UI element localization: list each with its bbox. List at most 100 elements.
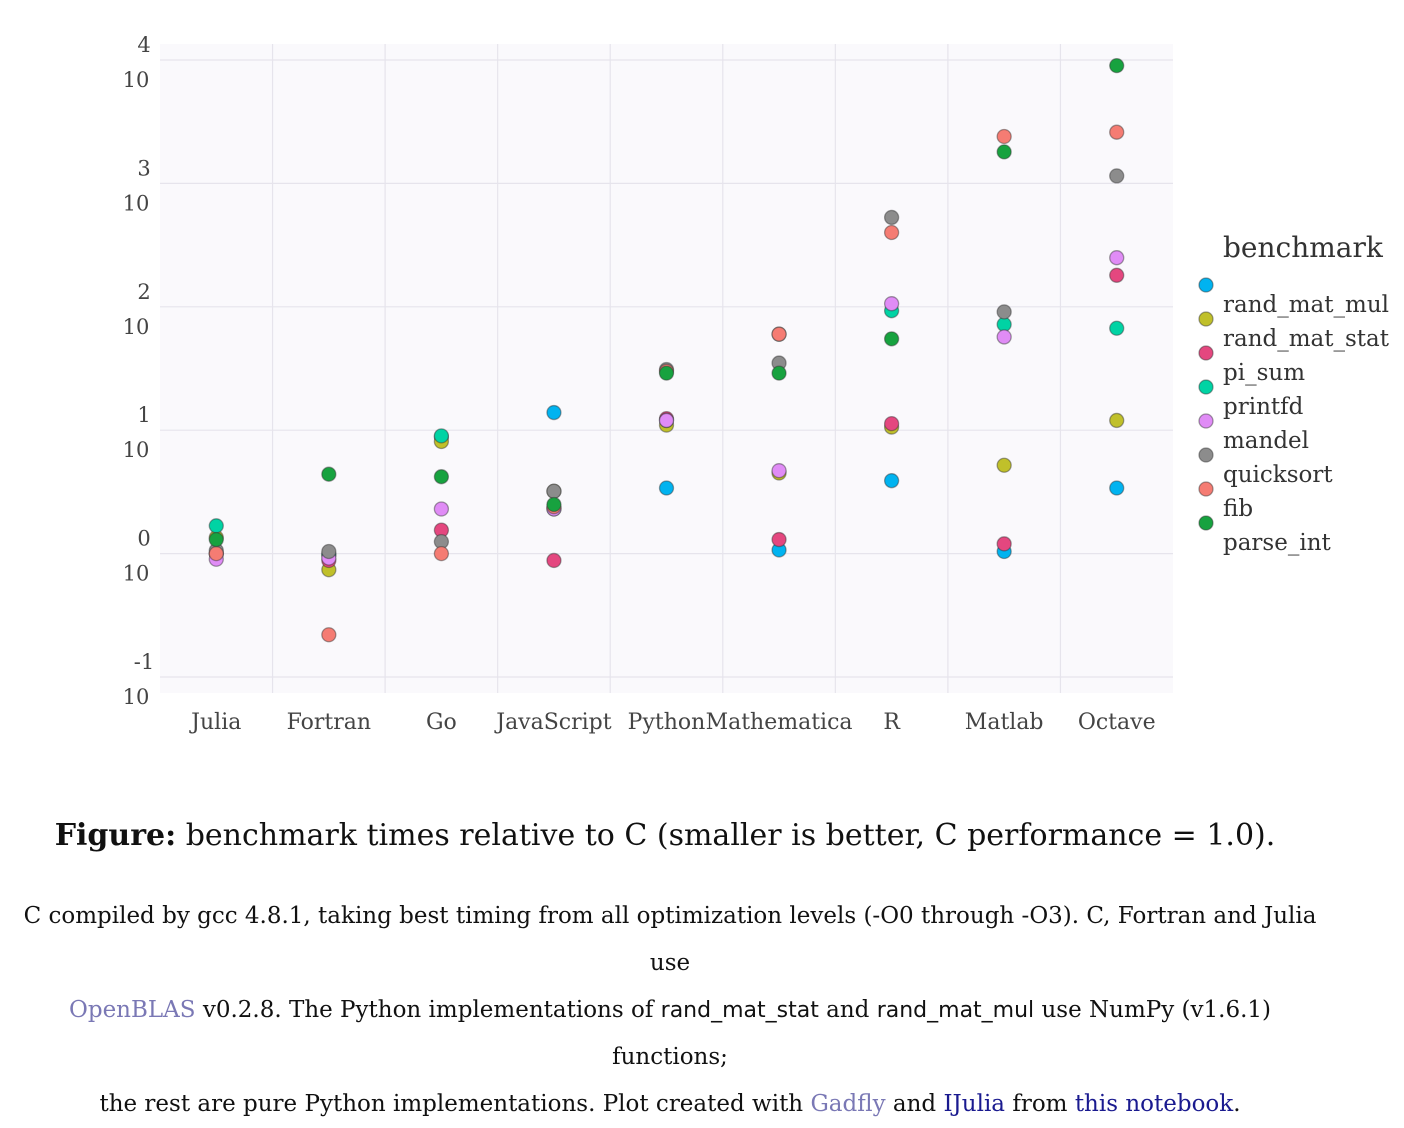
data-point — [208, 545, 224, 562]
y-tick-label: 10 — [123, 438, 150, 462]
y-tick-exponent: 3 — [137, 156, 150, 180]
notes-line3-b: and — [885, 1091, 944, 1117]
x-tick-label: JavaScript — [494, 710, 612, 735]
legend-label: parse_int — [1223, 530, 1332, 556]
y-tick-exponent: 0 — [137, 527, 150, 551]
notes-line-2: OpenBLAS v0.2.8. The Python implementati… — [20, 987, 1320, 1081]
legend-swatch — [1198, 481, 1214, 497]
legend-label: fib — [1223, 496, 1253, 522]
notes-line3-c: from — [1005, 1091, 1075, 1117]
code-rand-mat-stat: rand_mat_stat — [660, 998, 819, 1023]
legend-swatch — [1198, 345, 1214, 361]
x-axis: Julia Fortran Go JavaScript Python Mathematic… — [189, 710, 1155, 735]
data-point — [1109, 168, 1125, 184]
data-point — [433, 545, 450, 562]
data-point — [1109, 480, 1125, 496]
gadfly-link[interactable]: Gadfly — [810, 1091, 886, 1117]
data-point — [771, 531, 787, 548]
x-tick-label: Mathematica — [706, 710, 853, 735]
y-tick-label: 10 — [123, 685, 150, 709]
y-tick-exponent: -1 — [134, 650, 154, 674]
legend-label: pi_sum — [1223, 360, 1305, 386]
legend: benchmark rand_mat_mul rand_mat_stat pi_sum… — [1198, 231, 1390, 556]
caption-text: benchmark times relative to C (smaller i… — [176, 818, 1276, 853]
legend-title: benchmark — [1223, 231, 1384, 264]
notes-line2-a: v0.2.8. The Python implementations of — [195, 997, 661, 1023]
data-points — [208, 57, 1125, 643]
notes-line-3: the rest are pure Python implementations… — [20, 1081, 1320, 1128]
legend-swatch — [1198, 311, 1214, 327]
y-tick-exponent: 1 — [137, 403, 150, 427]
notes-line3-a: the rest are pure Python implementations… — [99, 1091, 811, 1117]
data-point — [883, 296, 900, 312]
notes-line1-text: C compiled by gcc 4.8.1, taking best tim… — [23, 903, 1317, 976]
data-point — [546, 404, 562, 421]
legend-label: printfd — [1223, 394, 1304, 420]
legend-swatch — [1198, 413, 1214, 429]
y-tick-exponent: 2 — [137, 280, 150, 304]
data-point — [321, 466, 337, 482]
data-point — [1109, 124, 1125, 140]
data-point — [883, 331, 900, 347]
data-point — [658, 365, 675, 381]
y-tick-label: 10 — [123, 315, 150, 339]
figure-caption: Figure: benchmark times relative to C (s… — [0, 818, 1330, 853]
data-point — [996, 329, 1012, 345]
data-point — [996, 536, 1012, 552]
legend-label: quicksort — [1223, 462, 1333, 488]
y-tick-label: 10 — [123, 68, 150, 92]
data-point — [1109, 267, 1125, 283]
data-point — [321, 543, 337, 560]
x-tick-label: Matlab — [965, 710, 1044, 735]
notes-line2-b: and — [818, 997, 877, 1023]
notebook-link[interactable]: this notebook — [1074, 1091, 1234, 1117]
data-point — [1109, 250, 1125, 266]
legend-swatch — [1198, 447, 1214, 463]
legend-label: rand_mat_mul — [1223, 292, 1389, 318]
data-point — [1109, 57, 1125, 74]
y-tick-label: 10 — [123, 191, 150, 215]
x-tick-label: Octave — [1078, 710, 1156, 735]
data-point — [546, 496, 562, 513]
data-point — [996, 304, 1012, 320]
code-rand-mat-mul: rand_mat_mul — [876, 998, 1035, 1023]
data-point — [883, 209, 900, 226]
data-point — [996, 128, 1012, 145]
notes-line-1: C compiled by gcc 4.8.1, taking best tim… — [20, 893, 1320, 987]
data-point — [546, 483, 562, 499]
y-axis: 10 -1 10 0 10 1 10 2 10 3 10 4 — [123, 33, 155, 709]
data-point — [658, 412, 675, 429]
data-point — [771, 326, 787, 342]
legend-swatch — [1198, 379, 1214, 395]
data-point — [321, 627, 337, 643]
x-tick-label: R — [883, 710, 901, 735]
data-point — [208, 518, 224, 534]
data-point — [1109, 320, 1125, 336]
data-point — [433, 469, 450, 485]
data-point — [546, 552, 562, 569]
data-point — [1109, 412, 1125, 429]
x-tick-label: Julia — [189, 710, 241, 735]
legend-swatch — [1198, 277, 1214, 293]
notes-line3-d: . — [1233, 1091, 1241, 1117]
data-point — [433, 428, 450, 444]
legend-swatch — [1198, 515, 1214, 531]
y-tick-label: 10 — [123, 562, 150, 586]
caption-label: Figure: — [54, 818, 177, 853]
data-point — [771, 463, 787, 479]
data-point — [996, 457, 1012, 473]
data-point — [433, 501, 450, 517]
notes-line2-c: use NumPy (v1.6.1) functions; — [612, 997, 1272, 1070]
data-point — [208, 531, 224, 548]
x-tick-label: Fortran — [287, 710, 371, 735]
data-point — [883, 416, 900, 432]
data-point — [883, 473, 900, 489]
legend-label: rand_mat_stat — [1223, 326, 1390, 352]
x-tick-label: Go — [426, 710, 457, 735]
data-point — [658, 480, 675, 496]
legend-label: mandel — [1223, 428, 1309, 454]
openblas-link[interactable]: OpenBLAS — [68, 997, 196, 1023]
ijulia-link[interactable]: IJulia — [943, 1091, 1006, 1117]
y-tick-exponent: 4 — [137, 33, 150, 57]
figure-notes: C compiled by gcc 4.8.1, taking best tim… — [20, 893, 1320, 1128]
